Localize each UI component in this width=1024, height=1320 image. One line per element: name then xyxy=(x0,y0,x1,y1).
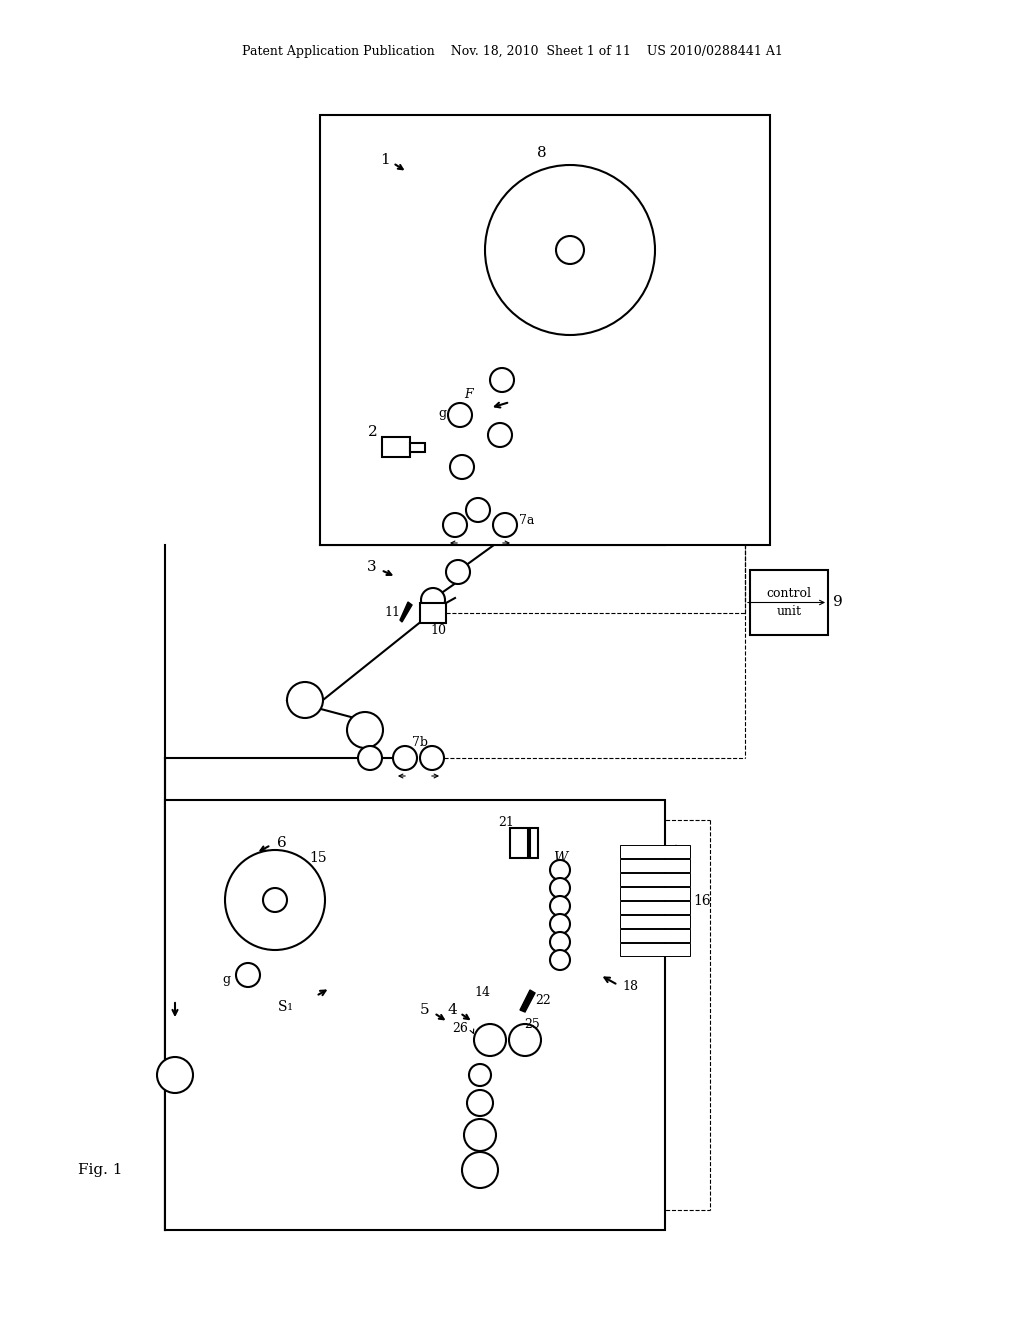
Text: Patent Application Publication    Nov. 18, 2010  Sheet 1 of 11    US 2010/028844: Patent Application Publication Nov. 18, … xyxy=(242,45,782,58)
Circle shape xyxy=(509,1024,541,1056)
Circle shape xyxy=(550,896,570,916)
Text: 6: 6 xyxy=(278,836,287,850)
Circle shape xyxy=(469,1064,490,1086)
Text: 26: 26 xyxy=(452,1022,468,1035)
Bar xyxy=(510,828,528,858)
Circle shape xyxy=(347,711,383,748)
Text: 5: 5 xyxy=(420,1003,430,1016)
Text: 7a: 7a xyxy=(519,513,535,527)
Circle shape xyxy=(420,746,444,770)
Circle shape xyxy=(493,513,517,537)
Bar xyxy=(620,873,690,886)
Circle shape xyxy=(550,932,570,952)
Circle shape xyxy=(443,513,467,537)
Circle shape xyxy=(550,878,570,898)
Text: W: W xyxy=(553,851,567,865)
Circle shape xyxy=(550,861,570,880)
Text: 16: 16 xyxy=(693,894,711,908)
Text: 21: 21 xyxy=(498,817,514,829)
Circle shape xyxy=(490,368,514,392)
Text: 2: 2 xyxy=(368,425,378,440)
Text: 15: 15 xyxy=(309,851,327,865)
Text: 18: 18 xyxy=(622,979,638,993)
Circle shape xyxy=(225,850,325,950)
Bar xyxy=(620,845,690,858)
Bar xyxy=(620,902,690,913)
Circle shape xyxy=(421,587,445,612)
Bar xyxy=(750,570,828,635)
Bar xyxy=(530,828,538,858)
Text: 11: 11 xyxy=(384,606,400,619)
Bar xyxy=(420,603,446,623)
Circle shape xyxy=(462,1152,498,1188)
Polygon shape xyxy=(520,990,535,1012)
Bar xyxy=(620,887,690,900)
Bar xyxy=(620,942,690,956)
Circle shape xyxy=(485,165,655,335)
Circle shape xyxy=(287,682,323,718)
Circle shape xyxy=(157,1057,193,1093)
Text: 1: 1 xyxy=(380,153,390,168)
Circle shape xyxy=(446,560,470,583)
Circle shape xyxy=(450,455,474,479)
Bar xyxy=(410,444,425,451)
Text: g: g xyxy=(222,973,230,986)
Text: 7b: 7b xyxy=(412,735,428,748)
Text: Fig. 1: Fig. 1 xyxy=(78,1163,122,1177)
Bar xyxy=(319,115,770,545)
Circle shape xyxy=(393,746,417,770)
Circle shape xyxy=(449,403,472,426)
Circle shape xyxy=(556,236,584,264)
Text: 1: 1 xyxy=(287,1003,293,1012)
Text: 25: 25 xyxy=(524,1019,540,1031)
Bar xyxy=(382,437,410,457)
Polygon shape xyxy=(400,602,412,622)
Text: 9: 9 xyxy=(834,595,843,610)
Bar xyxy=(165,800,665,1230)
Circle shape xyxy=(358,746,382,770)
Circle shape xyxy=(263,888,287,912)
Text: control: control xyxy=(767,587,811,601)
Circle shape xyxy=(550,913,570,935)
Circle shape xyxy=(474,1024,506,1056)
Bar xyxy=(620,929,690,942)
Bar xyxy=(620,915,690,928)
Text: F: F xyxy=(464,388,472,401)
Text: g: g xyxy=(438,407,446,420)
Text: 8: 8 xyxy=(538,147,547,160)
Circle shape xyxy=(467,1090,493,1115)
Text: 4: 4 xyxy=(447,1003,457,1016)
Text: 10: 10 xyxy=(430,623,446,636)
Text: unit: unit xyxy=(776,605,802,618)
Text: 14: 14 xyxy=(474,986,490,999)
Circle shape xyxy=(236,964,260,987)
Circle shape xyxy=(466,498,490,521)
Circle shape xyxy=(488,422,512,447)
Text: 22: 22 xyxy=(536,994,551,1006)
Circle shape xyxy=(550,950,570,970)
Text: 3: 3 xyxy=(368,560,377,574)
Bar xyxy=(620,859,690,873)
Text: S: S xyxy=(279,1001,288,1014)
Circle shape xyxy=(464,1119,496,1151)
